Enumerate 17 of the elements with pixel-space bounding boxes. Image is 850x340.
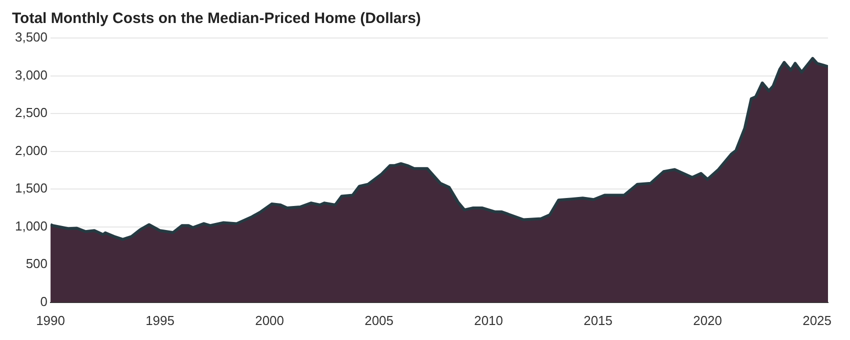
chart-title: Total Monthly Costs on the Median-Priced Home (Dollars) (12, 10, 421, 28)
y-tick-label: 1,000 (14, 218, 48, 234)
x-tick-label: 2000 (255, 312, 284, 328)
y-tick-label: 1,500 (14, 180, 48, 196)
x-tick-label: 2015 (584, 312, 613, 328)
x-tick-label: 1995 (146, 312, 174, 328)
y-tick-label: 3,500 (14, 30, 48, 45)
x-tick-label: 1990 (36, 312, 65, 328)
y-tick-label: 2,000 (14, 142, 48, 158)
y-tick-label: 500 (26, 256, 48, 272)
y-tick-label: 3,000 (14, 67, 48, 82)
x-tick-label: 2005 (364, 312, 394, 328)
y-tick-label: 0 (40, 294, 48, 309)
x-tick-label: 2025 (802, 312, 832, 328)
x-tick-label: 2010 (474, 312, 504, 328)
y-tick-label: 2,500 (14, 105, 48, 120)
x-tick-label: 2020 (693, 312, 722, 328)
